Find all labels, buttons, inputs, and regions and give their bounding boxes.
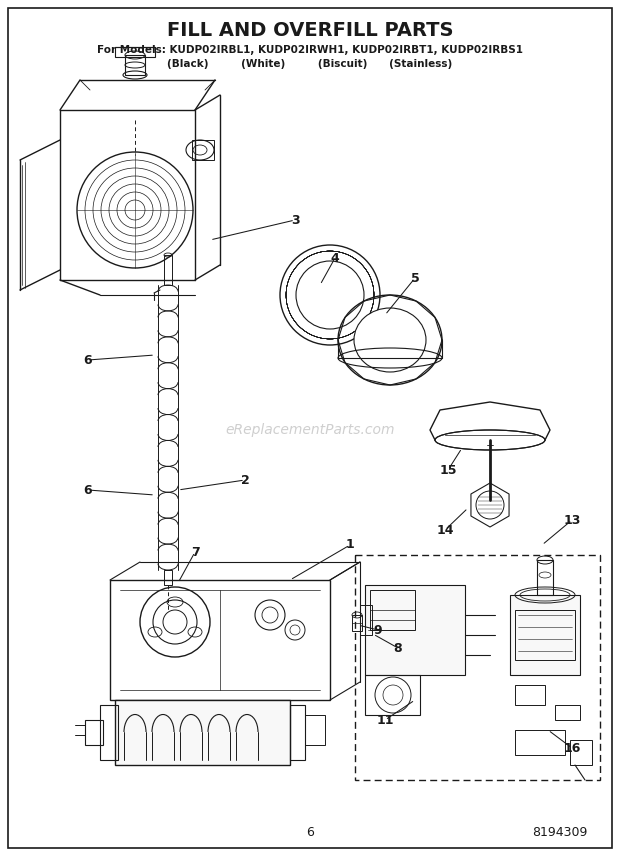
Text: 2: 2: [241, 473, 249, 486]
Bar: [515, 610, 575, 660]
Bar: [164, 570, 172, 585]
Text: (Black)         (White)         (Biscuit)      (Stainless): (Black) (White) (Biscuit) (Stainless): [167, 59, 453, 69]
Bar: [365, 675, 420, 715]
Bar: [305, 715, 325, 745]
Bar: [164, 255, 172, 285]
Bar: [290, 705, 305, 760]
Text: 14: 14: [436, 524, 454, 537]
Bar: [555, 705, 580, 720]
Bar: [85, 720, 103, 745]
Ellipse shape: [296, 261, 364, 329]
Ellipse shape: [383, 685, 403, 705]
Ellipse shape: [125, 62, 145, 68]
Text: eReplacementParts.com: eReplacementParts.com: [225, 423, 395, 437]
Bar: [115, 47, 155, 57]
Bar: [365, 585, 465, 675]
Bar: [510, 595, 580, 675]
Bar: [355, 555, 600, 780]
Text: 7: 7: [190, 545, 200, 558]
Text: 5: 5: [410, 271, 419, 284]
Text: 9: 9: [374, 623, 383, 637]
Bar: [537, 560, 553, 595]
Text: 1: 1: [345, 538, 355, 551]
Text: FILL AND OVERFILL PARTS: FILL AND OVERFILL PARTS: [167, 21, 453, 39]
Text: 8: 8: [394, 641, 402, 655]
Text: 4: 4: [330, 252, 339, 265]
Ellipse shape: [290, 625, 300, 635]
Ellipse shape: [193, 145, 207, 155]
Bar: [110, 580, 330, 700]
Text: For Models: KUDP02IRBL1, KUDP02IRWH1, KUDP02IRBT1, KUDP02IRBS1: For Models: KUDP02IRBL1, KUDP02IRWH1, KU…: [97, 45, 523, 55]
Bar: [515, 730, 565, 755]
Text: 3: 3: [291, 213, 299, 227]
Bar: [570, 740, 592, 765]
Text: 16: 16: [564, 741, 581, 754]
Ellipse shape: [262, 607, 278, 623]
Bar: [115, 700, 290, 765]
Text: 8194309: 8194309: [533, 825, 588, 839]
Bar: [125, 55, 145, 75]
Bar: [368, 622, 377, 640]
Text: 11: 11: [376, 714, 394, 727]
Bar: [100, 705, 118, 760]
Bar: [360, 605, 372, 635]
Text: 6: 6: [306, 825, 314, 839]
Ellipse shape: [163, 610, 187, 634]
Bar: [515, 685, 545, 705]
Bar: [352, 615, 362, 631]
Bar: [192, 140, 214, 160]
Ellipse shape: [354, 308, 426, 372]
Text: 15: 15: [439, 463, 457, 477]
Text: 13: 13: [564, 514, 581, 526]
Polygon shape: [471, 483, 509, 527]
Text: 6: 6: [84, 354, 92, 366]
Bar: [370, 590, 415, 630]
Text: 6: 6: [84, 484, 92, 496]
